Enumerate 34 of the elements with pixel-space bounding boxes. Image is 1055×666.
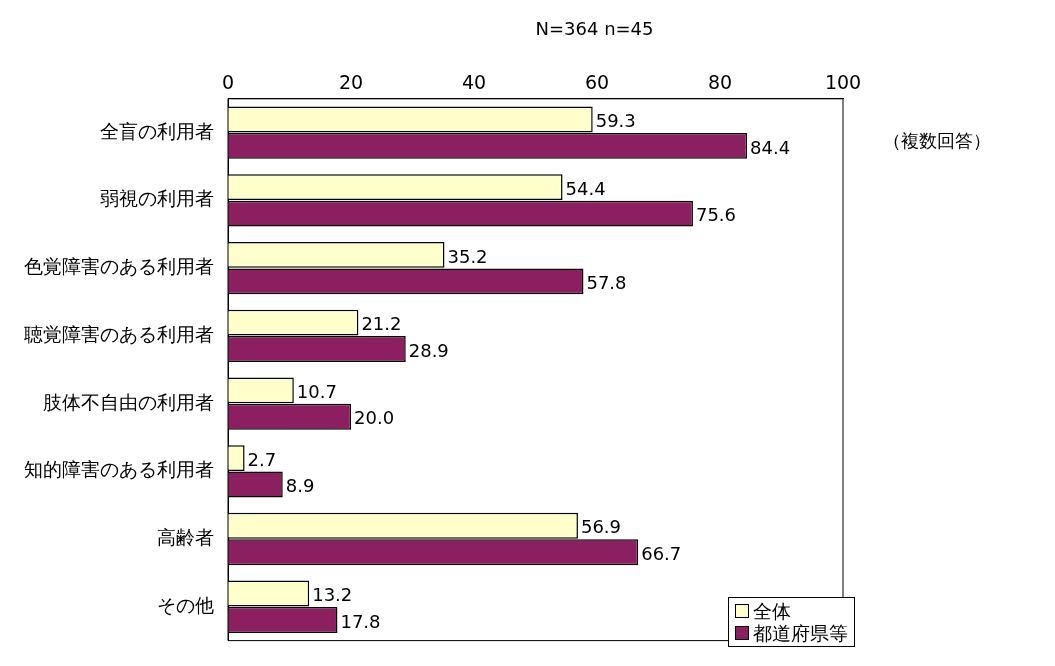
data-label: 17.8 (340, 610, 381, 632)
x-tick-label: 40 (461, 71, 487, 94)
data-label: 84.4 (750, 136, 791, 158)
y-tick-label: 高齢者 (157, 525, 214, 548)
x-tick-label: 20 (338, 71, 364, 94)
data-label: 54.4 (565, 177, 606, 199)
text: （複数回答） (883, 128, 991, 153)
legend-label: 都道府県等 (753, 621, 848, 644)
legend-label: 全体 (753, 599, 791, 622)
x-tick-label: 0 (221, 71, 235, 94)
data-label: 13.2 (312, 584, 353, 606)
y-tick-label: 聴覚障害のある利用者 (24, 322, 214, 345)
data-label: 56.9 (580, 516, 622, 538)
data-label: 59.3 (595, 110, 636, 132)
y-tick-label: その他 (157, 593, 214, 616)
x-tick-label: 100 (824, 71, 862, 94)
text: N=364 n=45 (535, 18, 654, 39)
data-label: 21.2 (361, 313, 402, 335)
data-label: 35.2 (447, 245, 488, 267)
y-tick-label: 色覚障害のある利用者 (24, 255, 214, 278)
x-tick-label: 60 (584, 71, 610, 94)
y-tick-label: 全盲の利用者 (100, 119, 214, 142)
y-tick-label: 肢体不自由の利用者 (43, 390, 214, 413)
data-label: 75.6 (695, 204, 737, 226)
data-label: 66.7 (641, 542, 682, 564)
data-label: 10.7 (296, 381, 337, 403)
data-label: 57.8 (586, 271, 627, 293)
data-label: 8.9 (285, 475, 315, 497)
data-label: 28.9 (408, 339, 449, 361)
y-tick-label: 知的障害のある利用者 (24, 458, 214, 481)
x-tick-label: 80 (707, 71, 733, 94)
y-tick-label: 弱視の利用者 (100, 187, 214, 210)
data-label: 20.0 (354, 407, 395, 429)
data-label: 2.7 (247, 448, 277, 470)
